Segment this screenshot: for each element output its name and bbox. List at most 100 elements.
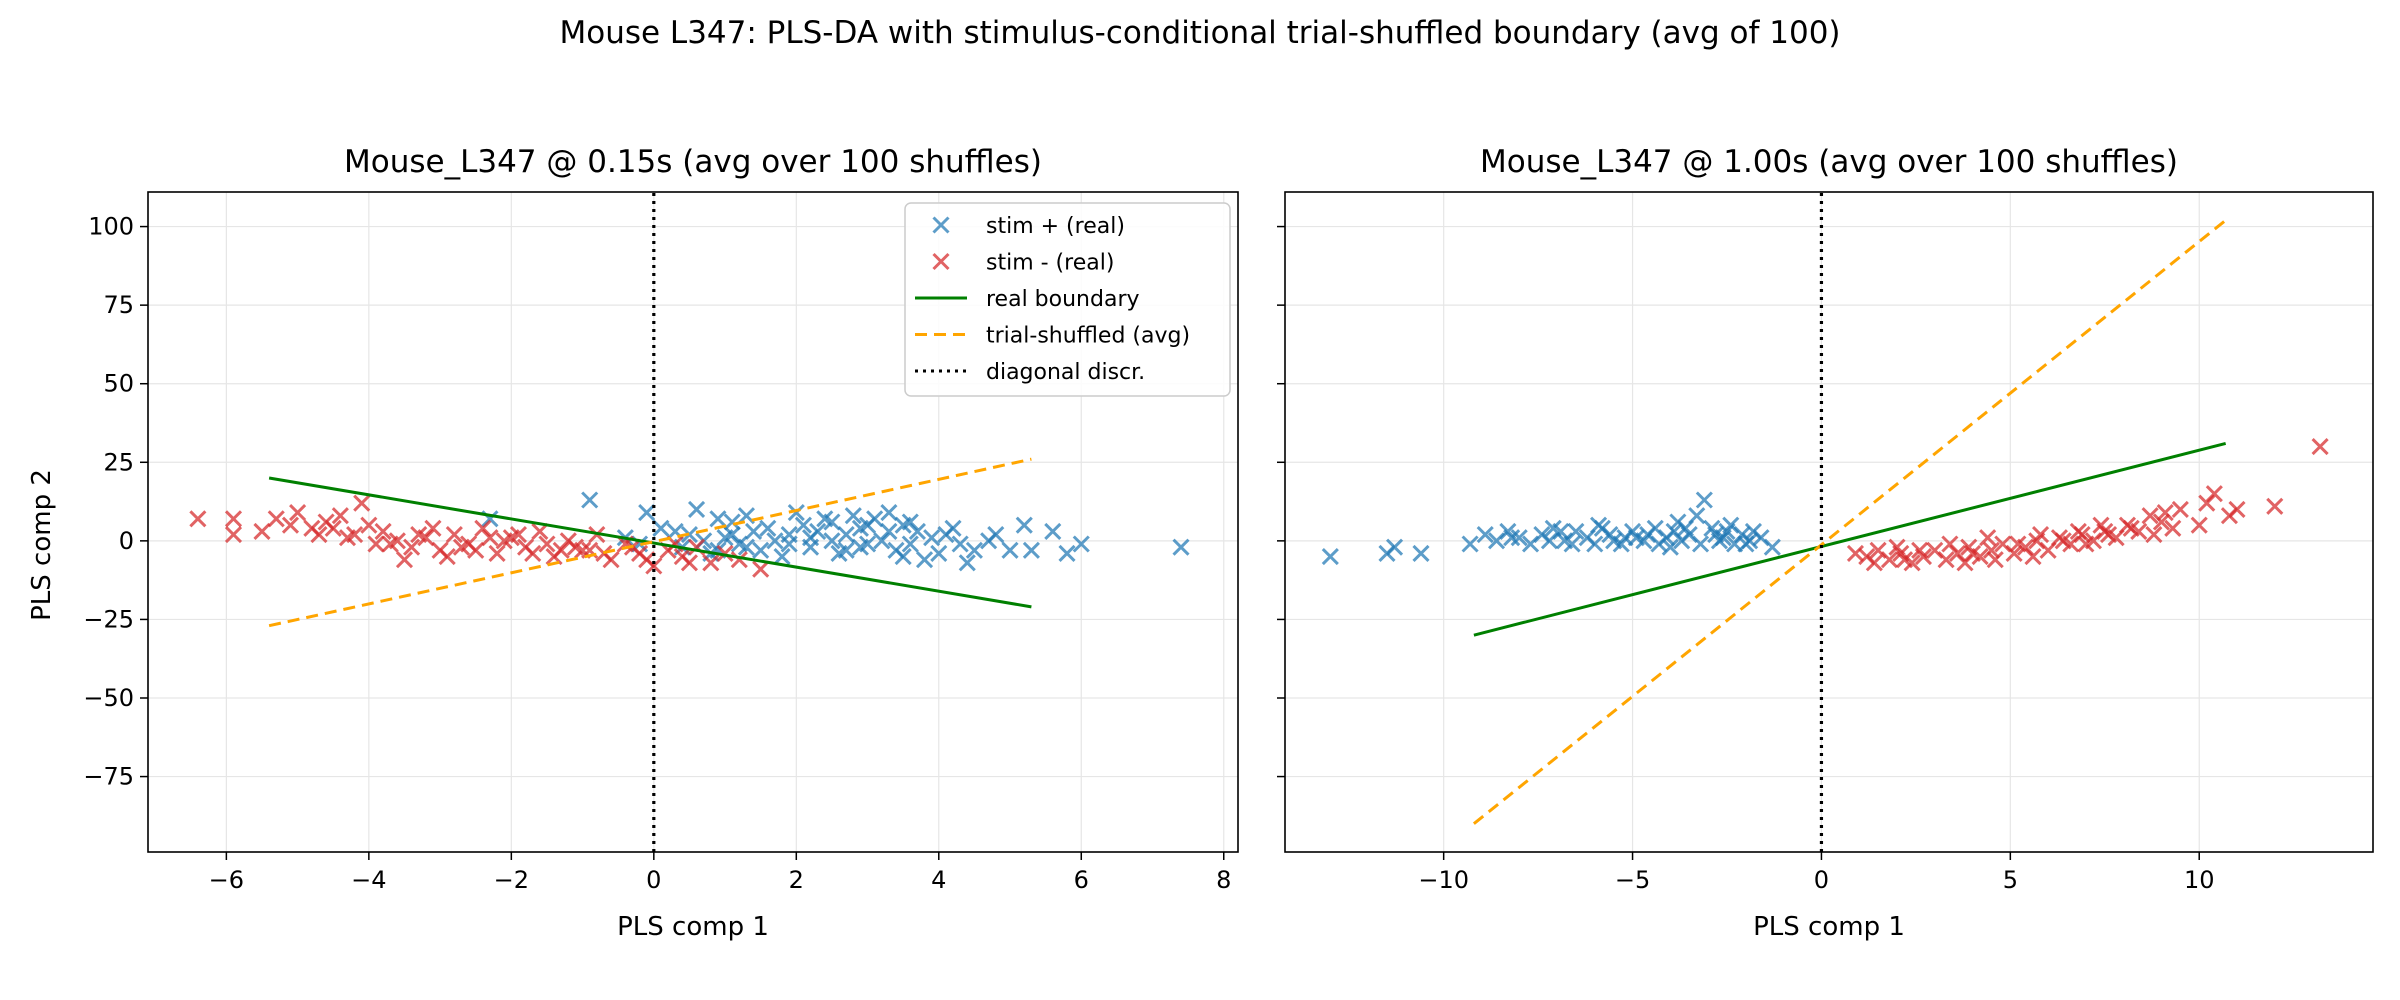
x-tick-label: 10 <box>2184 866 2215 894</box>
stim_plus-point <box>894 548 912 566</box>
stim_plus-point <box>1476 526 1494 544</box>
x-tick-label: −10 <box>1418 866 1469 894</box>
x-tick-label: 0 <box>1814 866 1829 894</box>
stim_minus-point <box>2145 526 2163 544</box>
stim_minus-point <box>716 544 734 562</box>
stim_minus-point <box>1982 541 2001 559</box>
stim_minus-point <box>2152 513 2171 531</box>
stim_minus-point <box>403 538 421 556</box>
y-tick-label: −50 <box>83 684 134 712</box>
stim_minus-point <box>2031 526 2050 544</box>
stim_minus-point <box>509 526 528 544</box>
stim_minus-point <box>2311 438 2329 456</box>
stim_minus-point <box>452 538 471 556</box>
stim_minus-point <box>474 519 492 537</box>
stim_plus-point <box>1072 535 1090 553</box>
stim_minus-point <box>730 551 748 569</box>
stim_plus-point <box>801 529 820 547</box>
stim_plus-point <box>851 538 869 556</box>
stim_plus-point <box>1639 526 1657 544</box>
x-tick-label: −5 <box>1615 866 1650 894</box>
stim_minus-point <box>467 541 485 559</box>
stim_minus-point <box>2005 544 2023 562</box>
legend-swatch-stim_minus <box>932 252 950 271</box>
stim_plus-point <box>901 535 919 553</box>
stim_plus-point <box>837 526 855 544</box>
stim_plus-point <box>787 504 805 522</box>
stim_minus-point <box>374 522 392 540</box>
grid <box>1285 192 2373 852</box>
stim_plus-point <box>1737 535 1755 553</box>
stim_plus-point <box>1661 538 1679 556</box>
stim_minus-point <box>189 510 207 528</box>
stim_plus-point <box>923 529 941 547</box>
stim_plus-point <box>1015 516 1033 534</box>
stim_plus-point <box>1567 522 1585 540</box>
stim_minus-point <box>1846 544 1865 562</box>
stim_minus-point <box>752 560 770 578</box>
x-tick-label: 2 <box>789 866 804 894</box>
stim_plus-point <box>1707 526 1725 544</box>
stim_minus-point <box>410 526 428 544</box>
stim_plus-point <box>1722 516 1740 534</box>
legend-label-diagonal: diagonal discr. <box>986 360 1145 385</box>
stim_minus-point <box>488 544 506 562</box>
stim_plus-point <box>680 526 698 544</box>
stim_plus-point <box>816 510 834 528</box>
stim_plus-point <box>709 510 727 528</box>
stim_plus-point <box>958 554 976 572</box>
stim_plus-point <box>1058 544 1076 562</box>
stim_plus-point <box>744 522 763 540</box>
y-tick-label: 25 <box>103 448 134 476</box>
stim_minus-point <box>2009 535 2027 553</box>
stim_plus-series <box>1321 491 1781 566</box>
right-panel-xlabel: PLS comp 1 <box>1753 912 1905 942</box>
stim_plus-point <box>823 532 841 550</box>
stim_minus-point <box>638 551 656 569</box>
stim_plus-point <box>930 544 948 562</box>
legend-swatch-stim_plus <box>932 216 950 234</box>
stim_minus-point <box>281 516 300 534</box>
stim_minus-point <box>1895 551 1914 569</box>
stim_minus-point <box>367 535 385 553</box>
plot-frame <box>147 191 1239 853</box>
stim_plus-point <box>1552 522 1570 540</box>
x-tick-label: −4 <box>351 866 386 894</box>
stim_minus-point <box>395 551 414 569</box>
stim_plus-point <box>766 532 784 550</box>
legend-label-stim_minus: stim - (real) <box>986 251 1114 276</box>
y-tick-label: 100 <box>88 213 134 241</box>
stim_minus-point <box>495 532 513 550</box>
stim_minus-point <box>1888 538 1906 556</box>
stim_plus-point <box>1763 538 1781 556</box>
stim_plus-point <box>1022 541 1040 559</box>
left-panel-ylabel: PLS comp 2 <box>27 469 57 621</box>
left-panel: Mouse_L347 @ 0.15s (avg over 100 shuffle… <box>27 144 1239 942</box>
stim_minus-point <box>2156 504 2174 522</box>
stim_minus-point <box>2190 516 2208 534</box>
stim_minus-point <box>224 526 243 544</box>
x-tick-label: −2 <box>494 866 529 894</box>
stim_minus-point <box>1941 535 1959 553</box>
stim_minus-point <box>2069 522 2087 540</box>
stim_minus-point <box>324 519 342 537</box>
left-panel-xlabel: PLS comp 1 <box>617 912 769 942</box>
stim_plus-point <box>1044 522 1062 540</box>
stim_plus-point <box>944 519 962 537</box>
stim_plus-point <box>1172 538 1190 556</box>
stim_minus-point <box>2205 485 2223 503</box>
stim_minus-point <box>531 522 549 540</box>
stim_minus-point <box>1979 529 1997 547</box>
x-tick-label: 0 <box>646 866 661 894</box>
stim_plus-point <box>1385 538 1404 556</box>
stim_minus-point <box>438 548 456 566</box>
shuffled-line <box>1472 219 2227 825</box>
x-tick-label: 8 <box>1216 866 1231 894</box>
legend: stim + (real) stim - (real) real boundary t… <box>904 202 1231 397</box>
stim_plus-point <box>1691 535 1710 553</box>
stim_minus-point <box>353 494 371 512</box>
stim_plus-point <box>1510 529 1528 547</box>
stim_minus-point <box>552 541 570 559</box>
x-tick-label: −6 <box>209 866 244 894</box>
stim_plus-point <box>723 526 741 544</box>
